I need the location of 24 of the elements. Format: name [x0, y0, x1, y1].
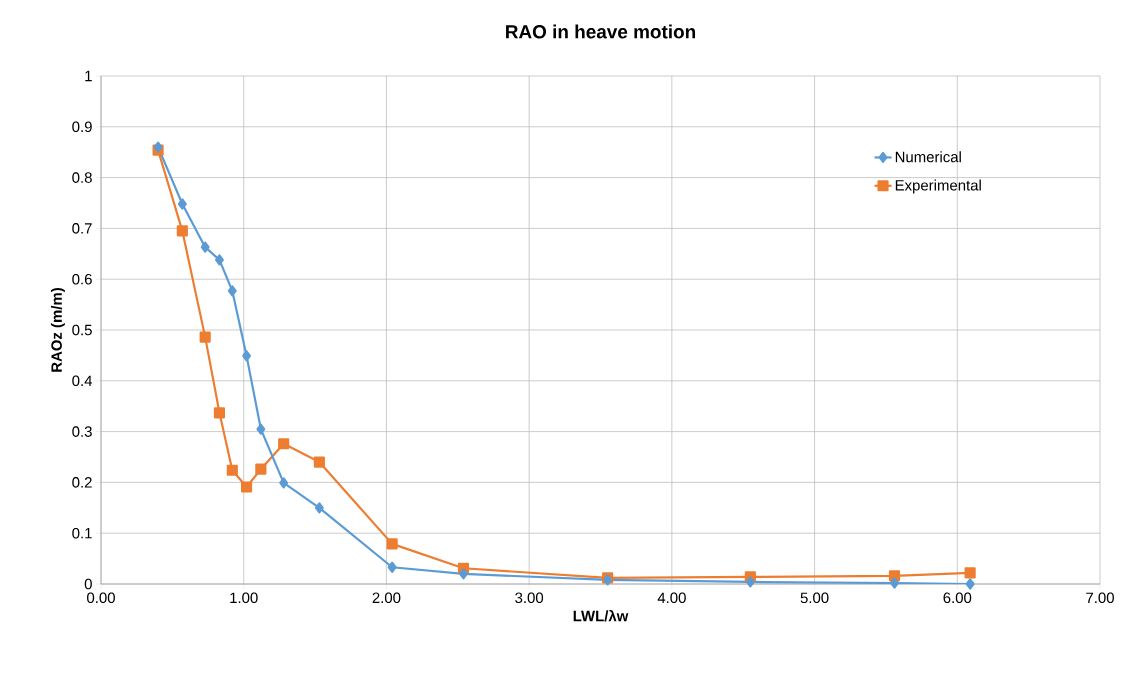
- x-tick-label: 5.00: [800, 592, 829, 604]
- y-tick-label: 0.3: [72, 426, 92, 437]
- x-tick-label: 3.00: [515, 592, 544, 604]
- x-tick-label: 1.00: [230, 592, 258, 604]
- x-tick-label: 2.00: [372, 592, 401, 604]
- x-tick-label: 7.00: [1086, 592, 1114, 604]
- x-tick-label: 6.00: [943, 592, 972, 604]
- x-tick-label: 0.00: [87, 592, 115, 604]
- y-tick-label: 1: [85, 70, 92, 82]
- y-tick-label: 0.1: [72, 527, 92, 539]
- y-axis-title: RAOz (m/m): [50, 288, 65, 372]
- y-tick-label: 0.5: [72, 324, 92, 336]
- legend-label: Experimental: [895, 179, 981, 194]
- y-tick-label: 0.9: [72, 121, 92, 133]
- y-tick-label: 0.7: [72, 223, 92, 234]
- chart-title: RAO in heave motion: [506, 24, 696, 39]
- y-tick-label: 0.2: [72, 477, 92, 488]
- legend-label: Numerical: [895, 151, 961, 163]
- y-tick-label: 0: [84, 578, 92, 590]
- x-axis-title: LWL/λw: [573, 609, 629, 622]
- y-tick-label: 0.8: [72, 172, 92, 183]
- y-tick-label: 0.4: [72, 375, 93, 387]
- x-tick-label: 4.00: [657, 592, 686, 604]
- y-tick-label: 0.6: [72, 273, 92, 285]
